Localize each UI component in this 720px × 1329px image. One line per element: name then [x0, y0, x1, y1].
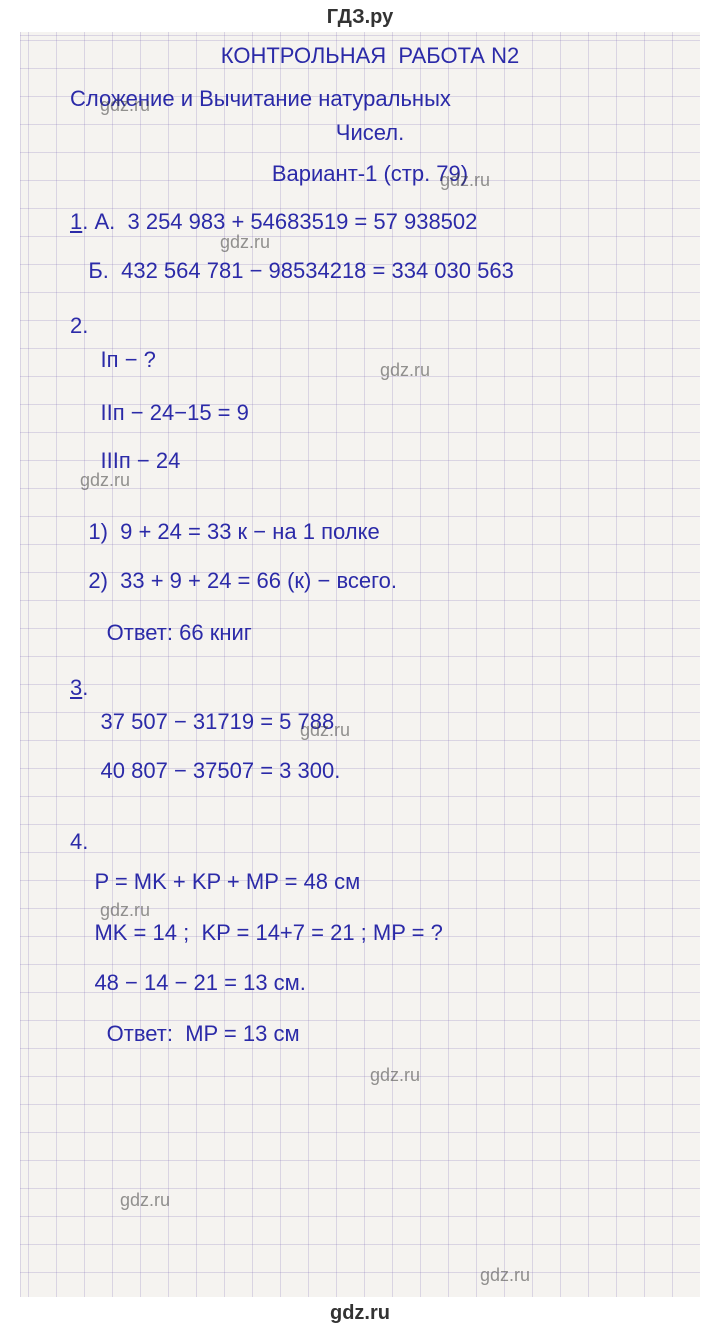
problem-2-given-1: Iп − ? — [70, 346, 670, 375]
problem-4-answer: Ответ: MP = 13 см — [70, 1020, 670, 1049]
site-footer: gdz.ru — [0, 1302, 720, 1325]
site-header: ГДЗ.ру — [0, 0, 720, 35]
handwritten-content: КОНТРОЛЬНАЯ РАБОТА N2 Сложение и Вычитан… — [20, 32, 700, 1297]
problem-2: 2. — [70, 312, 670, 341]
problem-3: 3. — [70, 674, 670, 703]
problem-4-line-3: 48 − 14 − 21 = 13 см. — [70, 969, 670, 998]
problem-4-line-1: P = MK + KP + MP = 48 см — [70, 868, 670, 897]
problem-3-line-1: 37 507 − 31719 = 5 788 — [70, 708, 670, 737]
problem-2-step-1: 1) 9 + 24 = 33 к − на 1 полке — [70, 518, 670, 547]
worksheet-title: КОНТРОЛЬНАЯ РАБОТА N2 — [70, 42, 670, 71]
subtitle-line-2: Чисел. — [70, 119, 670, 148]
problem-1a: 11. А. 3 254 983 + 54683519 = 57 938502.… — [70, 208, 670, 237]
problem-3-line-2: 40 807 − 37507 = 3 300. — [70, 757, 670, 786]
problem-2-given-3: IIIп − 24 — [70, 447, 670, 476]
problem-1b: Б. 432 564 781 − 98534218 = 334 030 563 — [70, 257, 670, 286]
problem-2-step-2: 2) 33 + 9 + 24 = 66 (к) − всего. — [70, 567, 670, 596]
problem-2-given-2: IIп − 24−15 = 9 — [70, 399, 670, 428]
variant-line: Вариант-1 (стр. 79) — [70, 160, 670, 189]
problem-4: 4. — [70, 828, 670, 857]
problem-2-answer: Ответ: 66 книг — [70, 619, 670, 648]
problem-4-line-2: MK = 14 ; KP = 14+7 = 21 ; MP = ? — [70, 919, 670, 948]
subtitle-line-1: Сложение и Вычитание натуральных — [70, 85, 670, 114]
